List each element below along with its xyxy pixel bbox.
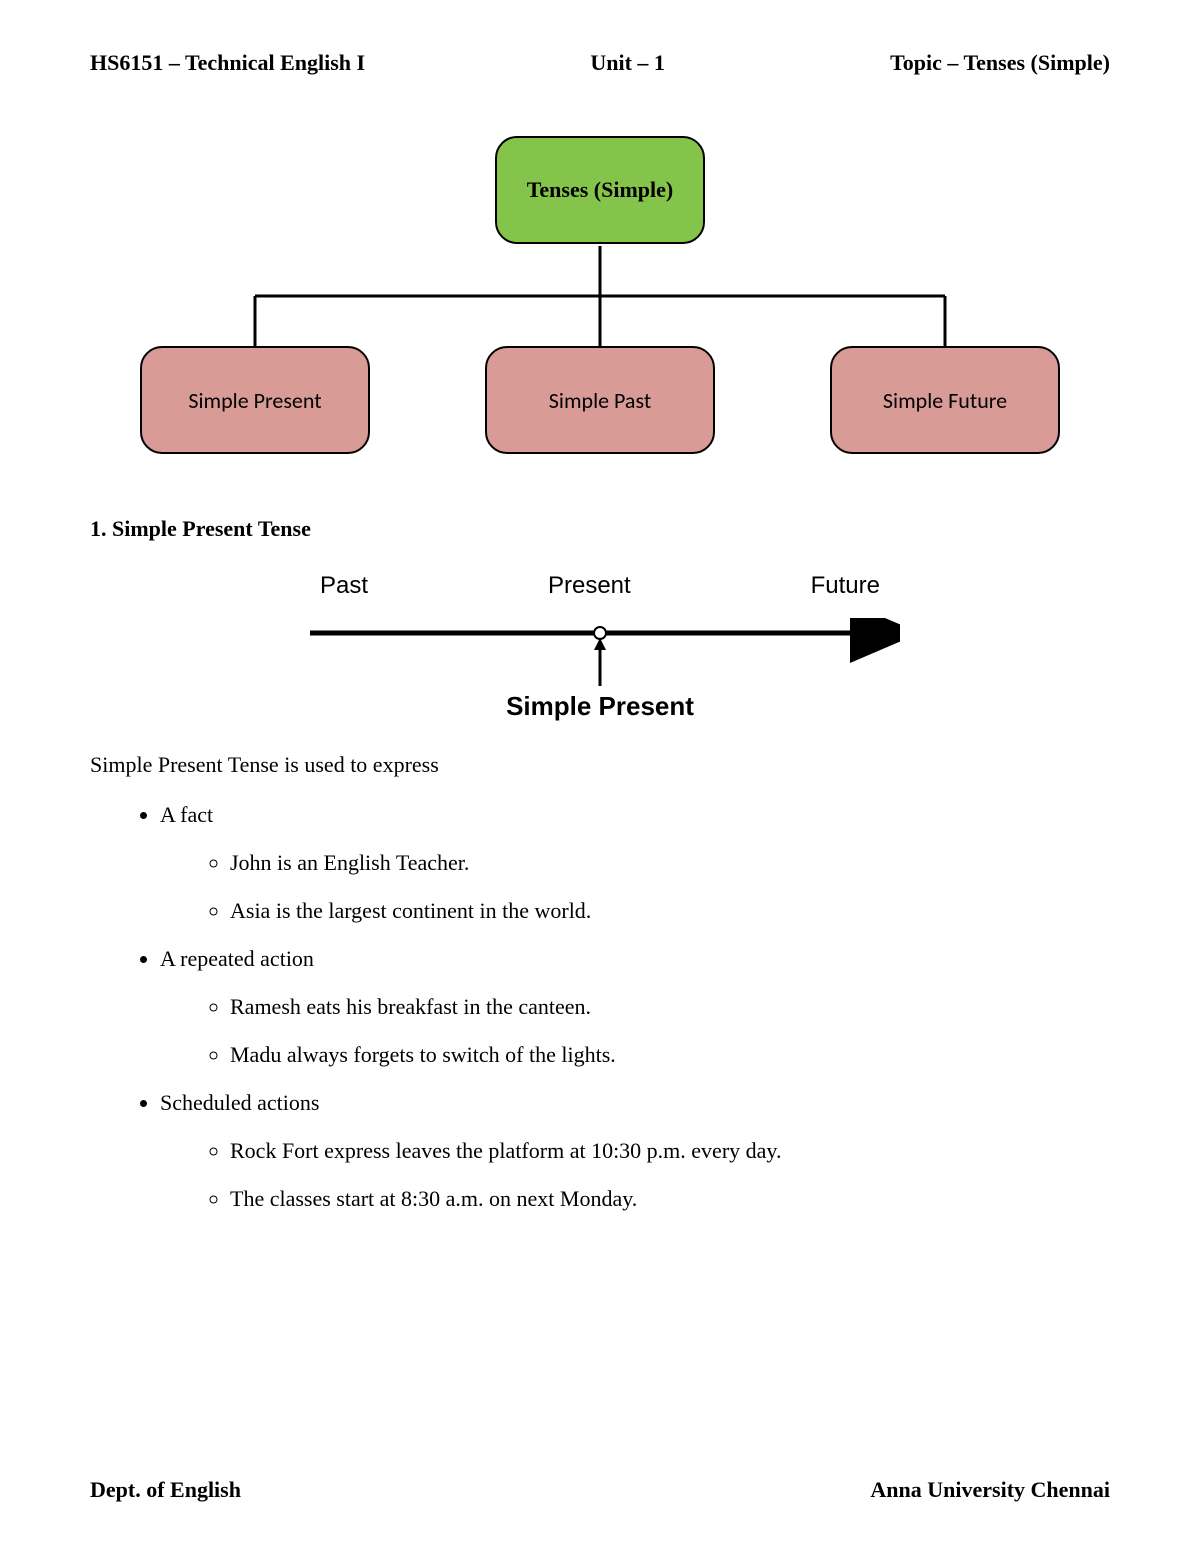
tree-child-present: Simple Present: [140, 346, 370, 454]
timeline-label-past: Past: [320, 572, 368, 600]
header-center: Unit – 1: [590, 50, 665, 76]
timeline-label-present: Present: [548, 572, 631, 600]
bullet-item: Scheduled actions Rock Fort express leav…: [160, 1090, 1110, 1212]
bullet-list: A fact John is an English Teacher. Asia …: [90, 802, 1110, 1212]
page-header: HS6151 – Technical English I Unit – 1 To…: [90, 50, 1110, 76]
timeline-dot: [594, 627, 606, 639]
tree-child-past: Simple Past: [485, 346, 715, 454]
tree-child-future: Simple Future: [830, 346, 1060, 454]
tree-child-label: Simple Present: [188, 387, 321, 414]
sub-item: Rock Fort express leaves the platform at…: [230, 1138, 1110, 1164]
bullet-item: A fact John is an English Teacher. Asia …: [160, 802, 1110, 924]
header-right: Topic – Tenses (Simple): [890, 50, 1110, 76]
sub-item: Ramesh eats his breakfast in the canteen…: [230, 994, 1110, 1020]
header-left: HS6151 – Technical English I: [90, 50, 365, 76]
sub-item: The classes start at 8:30 a.m. on next M…: [230, 1186, 1110, 1212]
tree-root-label: Tenses (Simple): [527, 177, 673, 203]
bullet-label: A fact: [160, 802, 213, 827]
tree-child-label: Simple Past: [549, 387, 651, 414]
bullet-label: Scheduled actions: [160, 1090, 319, 1115]
timeline-diagram: Past Present Future Simple Present: [300, 572, 900, 722]
sub-list: Ramesh eats his breakfast in the canteen…: [160, 994, 1110, 1068]
section-title: 1. Simple Present Tense: [90, 516, 1110, 542]
tree-child-label: Simple Future: [883, 387, 1007, 414]
sub-item: John is an English Teacher.: [230, 850, 1110, 876]
sub-list: Rock Fort express leaves the platform at…: [160, 1138, 1110, 1212]
page-footer: Dept. of English Anna University Chennai: [90, 1477, 1110, 1503]
timeline-bottom-label: Simple Present: [506, 691, 694, 722]
timeline-svg: [300, 618, 900, 698]
sub-list: John is an English Teacher. Asia is the …: [160, 850, 1110, 924]
sub-item: Asia is the largest continent in the wor…: [230, 898, 1110, 924]
timeline-top-labels: Past Present Future: [300, 572, 900, 600]
footer-right: Anna University Chennai: [870, 1477, 1110, 1503]
sub-item: Madu always forgets to switch of the lig…: [230, 1042, 1110, 1068]
timeline-pointer-head: [594, 638, 606, 650]
tenses-tree: Tenses (Simple) Simple Present Simple Pa…: [90, 136, 1110, 476]
timeline-label-future: Future: [811, 572, 880, 600]
bullet-item: A repeated action Ramesh eats his breakf…: [160, 946, 1110, 1068]
section-intro: Simple Present Tense is used to express: [90, 752, 1110, 778]
bullet-label: A repeated action: [160, 946, 314, 971]
footer-left: Dept. of English: [90, 1477, 241, 1503]
tree-root: Tenses (Simple): [495, 136, 705, 244]
